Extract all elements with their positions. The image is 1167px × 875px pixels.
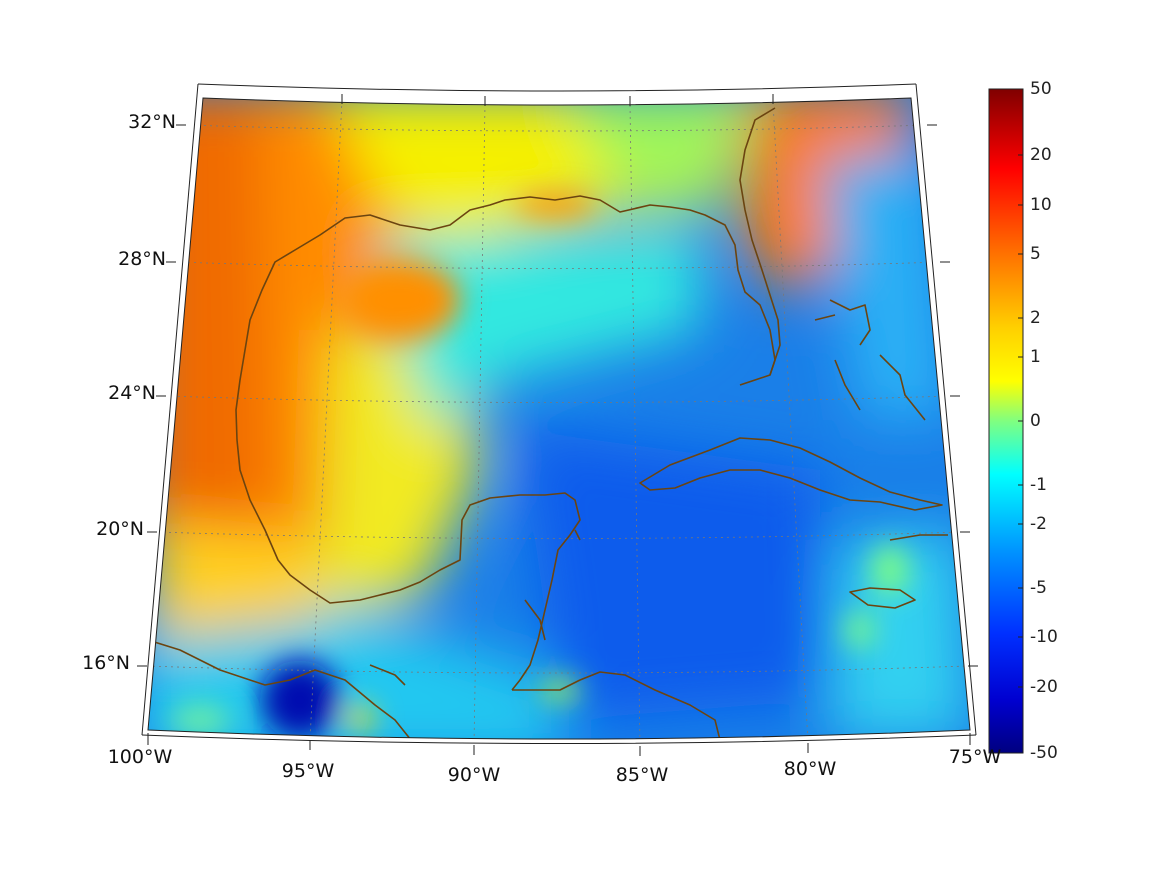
colorbar (988, 88, 1024, 754)
colorbar-tick-label: 2 (1030, 308, 1041, 328)
map-frame (137, 83, 978, 756)
lon-label-100w: 100°W (107, 746, 173, 768)
lon-label-75w: 75°W (948, 746, 1002, 768)
lat-label-16n: 16°N (82, 652, 130, 674)
colorbar-tick-label: 5 (1030, 244, 1041, 264)
colorbar-tick-label: -20 (1030, 677, 1058, 697)
lon-label-85w: 85°W (615, 764, 669, 786)
heatmap-field (148, 98, 970, 739)
coastlines (148, 107, 948, 739)
lon-label-95w: 95°W (281, 760, 335, 782)
colorbar-tick-label: -2 (1030, 514, 1047, 534)
lat-label-24n: 24°N (108, 382, 156, 404)
colorbar-tick-label: 20 (1030, 145, 1052, 165)
colorbar-tick-label: 50 (1030, 79, 1052, 99)
colorbar-tick-label: 1 (1030, 347, 1041, 367)
lat-label-28n: 28°N (118, 248, 166, 270)
colorbar-tick-label: -50 (1030, 743, 1058, 763)
lon-label-80w: 80°W (783, 758, 837, 780)
lat-label-32n: 32°N (128, 111, 176, 133)
colorbar-tick-label: 10 (1030, 195, 1052, 215)
colorbar-tick-label: -10 (1030, 627, 1058, 647)
lat-label-20n: 20°N (96, 518, 144, 540)
colorbar-ticks (1018, 88, 1023, 754)
colorbar-tick-label: -1 (1030, 475, 1047, 495)
graticule (148, 99, 969, 739)
colorbar-tick-label: 0 (1030, 411, 1041, 431)
lon-label-90w: 90°W (447, 764, 501, 786)
colorbar-tick-label: -5 (1030, 578, 1047, 598)
